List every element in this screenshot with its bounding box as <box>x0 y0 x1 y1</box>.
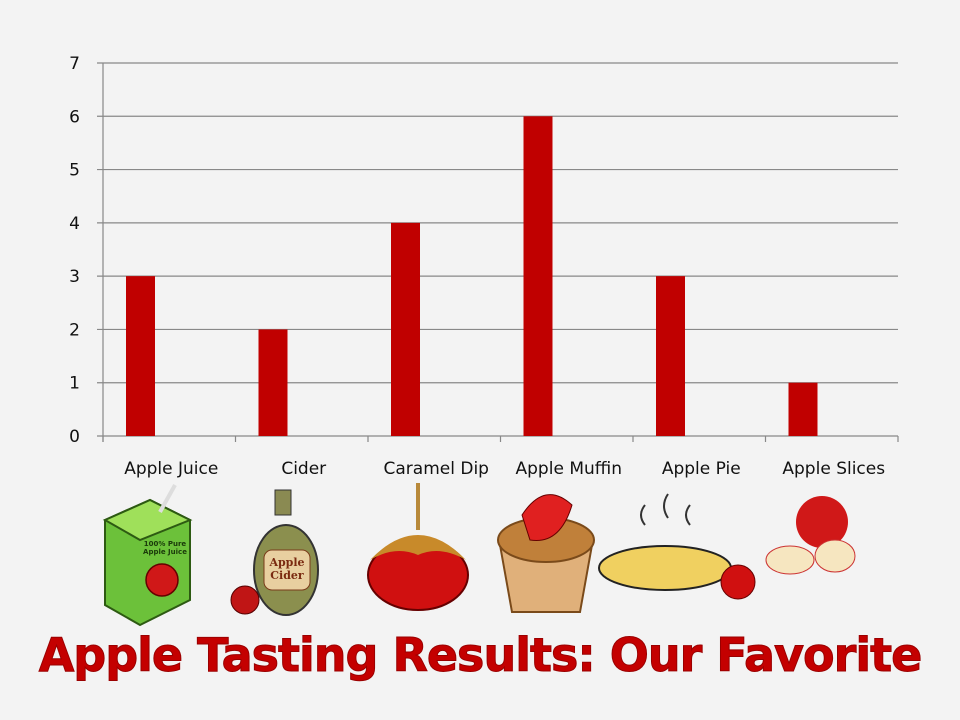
cider-lettering: Apple Cider <box>269 556 305 582</box>
y-tick-label: 6 <box>69 107 80 127</box>
caramel <box>370 535 466 560</box>
cider-jug-icon: Apple Cider <box>230 489 319 616</box>
x-tick-label: Apple Juice <box>124 459 218 479</box>
slice <box>814 539 856 573</box>
apple-slice <box>521 494 573 542</box>
y-tick-label: 2 <box>69 320 80 340</box>
jug-neck <box>274 489 292 516</box>
x-tick-label: Cider <box>281 459 326 479</box>
cider-lettering-box: Apple Cider <box>269 556 305 582</box>
juice-box-icon: 100% Pure Apple Juice <box>102 484 193 627</box>
y-tick-label: 0 <box>69 427 80 447</box>
y-tick-label: 7 <box>69 54 80 74</box>
juice-box-top <box>102 498 193 542</box>
y-tick-label: 1 <box>69 374 80 394</box>
apple-muffin-icon <box>497 494 595 613</box>
bar <box>126 276 155 436</box>
apple <box>145 563 179 597</box>
bar <box>656 276 685 436</box>
jug-label <box>263 549 311 591</box>
y-tick-label: 4 <box>69 214 80 234</box>
juice-box-lettering-box: 100% Pure Apple Juice <box>143 540 187 556</box>
chart-title: Apple Tasting Results: Our Favorite <box>38 628 923 683</box>
apple-slices-icon <box>765 496 856 575</box>
bar <box>258 329 288 436</box>
pie <box>598 545 732 591</box>
bar <box>788 382 818 436</box>
apple-pie-icon <box>598 493 756 600</box>
y-tick-label: 3 <box>69 267 80 287</box>
slice <box>765 545 815 575</box>
x-tick-label: Apple Muffin <box>516 459 622 479</box>
bar <box>391 222 420 436</box>
y-tick-label: 5 <box>69 161 80 181</box>
straw <box>158 484 177 513</box>
apple <box>720 564 756 600</box>
x-tick-label: Caramel Dip <box>384 459 489 479</box>
x-tick-label: Apple Pie <box>662 459 741 479</box>
juice-box-lettering: 100% Pure Apple Juice <box>143 540 187 556</box>
apple <box>796 496 848 548</box>
apple <box>230 585 260 615</box>
x-tick-label: Apple Slices <box>782 459 885 479</box>
steam <box>640 493 691 526</box>
caramel-apple-icon <box>367 483 469 611</box>
bar <box>523 116 553 437</box>
